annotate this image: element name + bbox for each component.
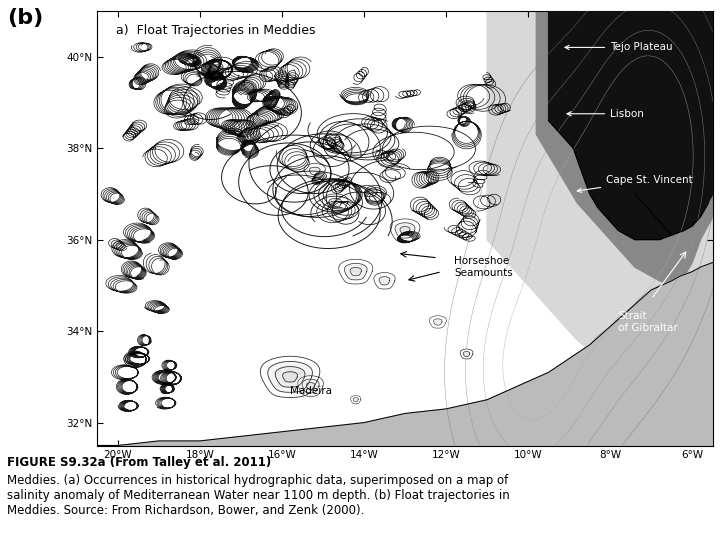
Polygon shape bbox=[549, 11, 713, 120]
Polygon shape bbox=[275, 367, 305, 387]
Polygon shape bbox=[374, 273, 395, 289]
Polygon shape bbox=[261, 356, 320, 397]
Text: a)  Float Trajectories in Meddies: a) Float Trajectories in Meddies bbox=[116, 24, 315, 37]
Polygon shape bbox=[487, 11, 713, 446]
Polygon shape bbox=[310, 167, 320, 174]
Text: Strait
of Gibraltar: Strait of Gibraltar bbox=[618, 311, 678, 333]
Text: Madeira: Madeira bbox=[290, 386, 332, 396]
Polygon shape bbox=[400, 227, 410, 234]
Polygon shape bbox=[302, 379, 319, 393]
Polygon shape bbox=[536, 11, 713, 285]
Polygon shape bbox=[433, 319, 442, 325]
Polygon shape bbox=[520, 11, 713, 446]
Polygon shape bbox=[344, 264, 367, 280]
Polygon shape bbox=[306, 382, 315, 389]
Polygon shape bbox=[429, 316, 446, 328]
Polygon shape bbox=[464, 352, 469, 356]
Polygon shape bbox=[350, 267, 361, 276]
Polygon shape bbox=[390, 219, 420, 242]
Polygon shape bbox=[323, 194, 348, 212]
Text: Cape St. Vincent: Cape St. Vincent bbox=[577, 175, 693, 192]
Text: (b): (b) bbox=[7, 8, 43, 28]
Polygon shape bbox=[338, 259, 373, 284]
Text: Horseshoe
Seamounts: Horseshoe Seamounts bbox=[454, 256, 513, 278]
Polygon shape bbox=[395, 223, 415, 238]
Polygon shape bbox=[268, 361, 312, 392]
Polygon shape bbox=[298, 376, 323, 396]
Text: Tejo Plateau: Tejo Plateau bbox=[565, 43, 672, 52]
Polygon shape bbox=[351, 396, 361, 404]
Text: FIGURE S9.32a (From Talley et al. 2011): FIGURE S9.32a (From Talley et al. 2011) bbox=[7, 456, 271, 469]
Polygon shape bbox=[329, 199, 341, 207]
Polygon shape bbox=[97, 262, 713, 446]
Polygon shape bbox=[460, 349, 473, 359]
Polygon shape bbox=[304, 164, 325, 178]
Polygon shape bbox=[549, 11, 713, 240]
Text: Lisbon: Lisbon bbox=[567, 109, 644, 119]
Polygon shape bbox=[354, 397, 359, 402]
Polygon shape bbox=[379, 276, 390, 285]
Text: Meddies. (a) Occurrences in historical hydrographic data, superimposed on a map : Meddies. (a) Occurrences in historical h… bbox=[7, 474, 510, 517]
Polygon shape bbox=[283, 372, 297, 382]
